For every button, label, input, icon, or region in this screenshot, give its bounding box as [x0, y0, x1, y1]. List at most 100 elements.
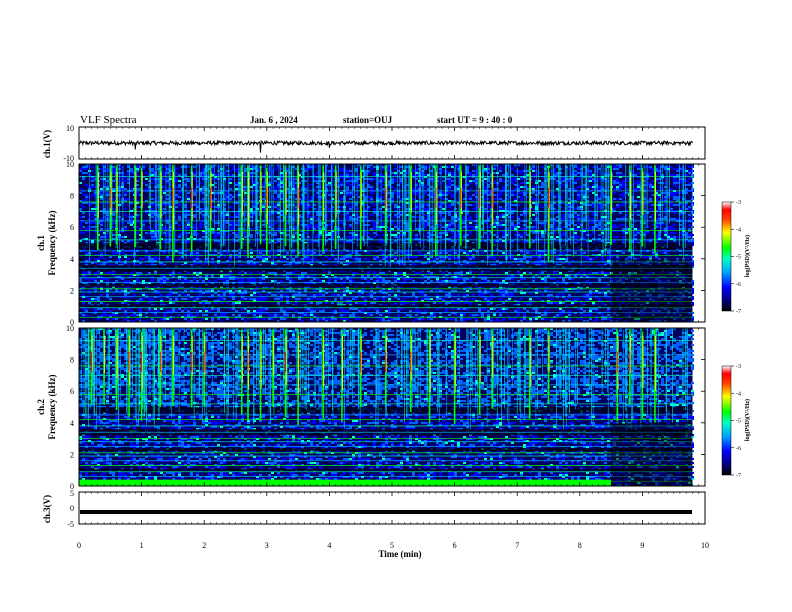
- spectrogram-cell: [202, 166, 205, 168]
- spectrogram-cell: [550, 232, 553, 234]
- spectrogram-cell: [343, 184, 346, 186]
- spectrogram-cell: [469, 222, 472, 224]
- spectrogram-cell: [178, 180, 181, 182]
- spectrogram-cell: [187, 238, 190, 240]
- spectrogram-cell: [343, 192, 346, 194]
- spectrogram-cell: [229, 178, 232, 180]
- spectrogram-cell: [601, 232, 604, 234]
- spectrogram-cell: [163, 166, 166, 168]
- spectrogram-cell: [235, 240, 238, 242]
- spectrogram-cell: [520, 228, 523, 230]
- spectrogram-cell: [664, 168, 667, 170]
- spectrogram-cell: [451, 222, 454, 224]
- spectrogram-cell: [664, 208, 667, 210]
- spectrogram-cell: [631, 166, 634, 168]
- spectrogram-cell: [304, 198, 307, 200]
- spectrogram-cell: [286, 188, 289, 190]
- spectrogram-cell: [670, 204, 673, 206]
- spectrogram-cell: [211, 166, 214, 168]
- spectrogram-cell: [430, 238, 433, 240]
- spectrogram-cell: [448, 222, 451, 224]
- spectrogram-cell: [232, 202, 235, 204]
- spectrogram-cell: [637, 228, 640, 230]
- spectrogram-cell: [487, 216, 490, 218]
- spectrogram-cell: [100, 238, 103, 240]
- spectrogram-cell: [316, 164, 319, 166]
- spectrogram-cell: [208, 198, 211, 200]
- spectrogram-cell: [211, 206, 214, 208]
- spectrogram-cell: [274, 256, 277, 258]
- spectrogram-cell: [307, 166, 310, 168]
- spectrogram-cell: [175, 178, 178, 180]
- spectrogram-cell: [352, 178, 355, 180]
- spectrogram-cell: [394, 206, 397, 208]
- spectrogram-cell: [520, 258, 523, 260]
- spectrogram-cell: [448, 226, 451, 228]
- spectrogram-cell: [355, 168, 358, 170]
- spectrogram-cell: [523, 192, 526, 194]
- spectrogram-cell: [418, 240, 421, 242]
- spectrogram-cell: [421, 240, 424, 242]
- spectrogram-cell: [304, 196, 307, 198]
- spectrogram-cell: [352, 238, 355, 240]
- spectrogram-cell: [139, 234, 142, 236]
- spectrogram-cell: [178, 236, 181, 238]
- spectrogram-cell: [178, 184, 181, 186]
- spectrogram-cell: [451, 194, 454, 196]
- spectrogram-cell: [295, 188, 298, 190]
- spectrogram-cell: [223, 204, 226, 206]
- spectrogram-cell: [640, 212, 643, 214]
- spectrogram-cell: [424, 214, 427, 216]
- spectrogram-cell: [85, 166, 88, 168]
- spectrogram-cell: [244, 232, 247, 234]
- spectrogram-cell: [253, 200, 256, 202]
- spectrogram-cell: [238, 168, 241, 170]
- spectrogram-cell: [136, 194, 139, 196]
- spectrogram-cell: [619, 182, 622, 184]
- spectrogram-cell: [166, 178, 169, 180]
- spectrogram-cell: [445, 184, 448, 186]
- spectrogram-cell: [361, 236, 364, 238]
- spectrogram-cell: [595, 184, 598, 186]
- spectrogram-cell: [304, 192, 307, 194]
- spectrogram-cell: [343, 202, 346, 204]
- spectrogram-cell: [637, 164, 640, 166]
- spectrogram-cell: [673, 174, 676, 176]
- spectrogram-cell: [136, 226, 139, 228]
- spectrogram-cell: [229, 174, 232, 176]
- spectrogram-cell: [586, 168, 589, 170]
- spectrogram-cell: [283, 172, 286, 174]
- spectrogram-cell: [121, 218, 124, 220]
- spectrogram-cell: [238, 216, 241, 218]
- spectrogram-cell: [391, 186, 394, 188]
- spectrogram-cell: [340, 170, 343, 172]
- spectrogram-cell: [379, 218, 382, 220]
- spectrogram-cell: [430, 272, 433, 274]
- spectrogram-cell: [388, 174, 391, 176]
- spectrogram-cell: [367, 178, 370, 180]
- spectrogram-cell: [556, 194, 559, 196]
- spectrogram-cell: [232, 228, 235, 230]
- spectrogram-cell: [289, 256, 292, 258]
- spectrogram-cell: [349, 232, 352, 234]
- spectrogram-cell: [343, 174, 346, 176]
- spectrogram-cell: [367, 172, 370, 174]
- spectrogram-cell: [463, 236, 466, 238]
- spectrogram-cell: [352, 236, 355, 238]
- spectrogram-cell: [553, 170, 556, 172]
- spectrogram-cell: [112, 218, 115, 220]
- spectrogram-cell: [85, 198, 88, 200]
- spectrogram-cell: [412, 216, 415, 218]
- spectrogram-cell: [673, 182, 676, 184]
- spectrogram-cell: [217, 228, 220, 230]
- spectrogram-cell: [475, 202, 478, 204]
- spectrogram-cell: [634, 200, 637, 202]
- spectrogram-cell: [307, 228, 310, 230]
- spectrogram-cell: [670, 174, 673, 176]
- spectrogram-cell: [469, 204, 472, 206]
- spectrogram-cell: [328, 174, 331, 176]
- spectrogram-cell: [442, 212, 445, 214]
- spectrogram-cell: [166, 232, 169, 234]
- spectrogram-cell: [652, 184, 655, 186]
- spectrogram-cell: [520, 164, 523, 166]
